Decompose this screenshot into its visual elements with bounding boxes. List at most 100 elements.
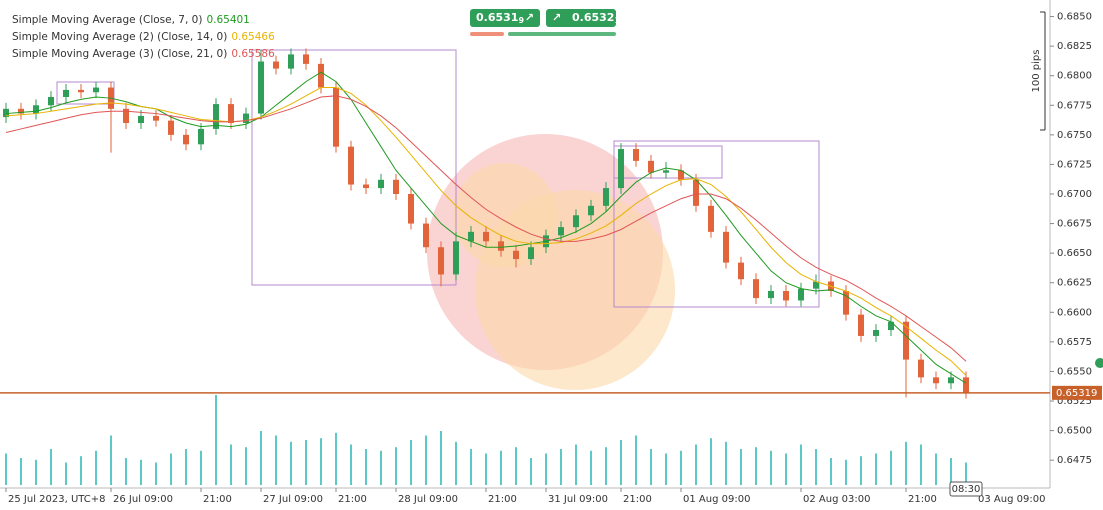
volume-bar — [320, 438, 322, 485]
candle-body — [438, 247, 444, 275]
candle-body — [918, 359, 924, 378]
candle-body — [768, 291, 774, 299]
legend-label: Simple Moving Average (Close, 7, 0) — [12, 14, 202, 26]
volume-bar — [125, 458, 127, 485]
volume-bar — [950, 458, 952, 485]
volume-bar — [710, 438, 712, 485]
volume-bar — [695, 444, 697, 485]
volume-bar — [305, 440, 307, 485]
candle-body — [903, 321, 909, 360]
crosshair-time: 08:30 — [952, 484, 981, 495]
legend-value: 0.65401 — [206, 14, 249, 26]
y-tick-label: 0.6575 — [1057, 337, 1092, 348]
volume-bar — [95, 450, 97, 485]
candle-body — [363, 184, 369, 189]
volume-bar — [830, 458, 832, 485]
sell-button[interactable]: 0.65319 ↗ — [470, 9, 540, 27]
buy-indicator — [508, 32, 616, 36]
candle-body — [138, 115, 144, 124]
volume-bar — [275, 435, 277, 485]
current-price-box — [1052, 385, 1102, 400]
candle-body — [618, 149, 624, 189]
candle-body — [3, 108, 9, 118]
candle-body — [648, 160, 654, 173]
y-tick-label: 0.6675 — [1057, 219, 1092, 230]
buy-price: 0.6532 — [572, 11, 615, 24]
volume-bar — [185, 449, 187, 485]
volume-bar — [410, 440, 412, 485]
volume-bar — [335, 432, 337, 485]
volume-bar — [485, 453, 487, 485]
candle-body — [123, 108, 129, 124]
volume-bar — [770, 450, 772, 485]
candle-body — [378, 179, 384, 189]
candle-body — [408, 194, 414, 224]
ma-line — [5, 87, 967, 376]
volume-bar — [905, 441, 907, 485]
volume-bar — [365, 449, 367, 485]
y-tick-label: 0.6700 — [1057, 189, 1092, 200]
legend-label: Simple Moving Average (3) (Close, 21, 0) — [12, 48, 227, 60]
sell-indicator — [470, 32, 504, 36]
candle-body — [753, 279, 759, 299]
volume-bar — [65, 462, 67, 485]
candle-body — [333, 87, 339, 147]
volume-bar — [575, 444, 577, 485]
x-tick-label: 21:00 — [908, 494, 937, 505]
candle-body — [93, 87, 99, 93]
candle-body — [423, 223, 429, 248]
candle-body — [633, 149, 639, 161]
volume-bar — [650, 449, 652, 485]
buy-button[interactable]: ↗ 0.65321 — [546, 9, 620, 27]
volume-bar — [380, 450, 382, 485]
volume-bar — [590, 450, 592, 485]
volume-bar — [350, 444, 352, 485]
x-tick-label: 21:00 — [338, 494, 367, 505]
legend-value: 0.65586 — [231, 48, 275, 60]
candle-body — [348, 146, 354, 185]
candle-body — [558, 227, 564, 236]
candle-body — [498, 241, 504, 251]
y-tick-label: 0.6525 — [1057, 396, 1092, 407]
candle-body — [738, 262, 744, 280]
volume-bar — [605, 447, 607, 485]
candle-body — [873, 330, 879, 336]
volume-bar — [290, 441, 292, 485]
candle-body — [153, 115, 159, 121]
candle-body — [858, 314, 864, 336]
volume-bar — [425, 435, 427, 485]
candle-body — [228, 104, 234, 124]
y-tick-label: 0.6825 — [1057, 41, 1092, 52]
x-tick-label: 01 Aug 09:00 — [683, 494, 750, 505]
y-tick-label: 0.6475 — [1057, 455, 1092, 466]
volume-bar — [155, 462, 157, 485]
y-tick-label: 0.6725 — [1057, 159, 1092, 170]
legend-label: Simple Moving Average (2) (Close, 14, 0) — [12, 31, 227, 43]
volume-bar — [740, 449, 742, 485]
x-tick-label: 02 Aug 03:00 — [803, 494, 870, 505]
x-tick-label: 21:00 — [623, 494, 652, 505]
candle-body — [318, 63, 324, 88]
x-tick-label: 25 Jul 2023, UTC+8 — [8, 494, 106, 505]
candle-body — [483, 231, 489, 242]
volume-bar — [440, 431, 442, 485]
candle-body — [213, 104, 219, 129]
volume-bar — [560, 449, 562, 485]
y-tick-label: 0.6850 — [1057, 12, 1092, 23]
ma-line — [5, 95, 967, 362]
x-tick-label: 21:00 — [488, 494, 517, 505]
crosshair-time-box — [949, 481, 983, 497]
candle-body — [783, 291, 789, 301]
volume-bar — [815, 449, 817, 485]
y-tick-label: 0.6500 — [1057, 426, 1092, 437]
y-tick-label: 0.6650 — [1057, 248, 1092, 259]
candle-body — [303, 54, 309, 64]
buy-pip: 1 — [614, 16, 621, 25]
volume-bar — [500, 450, 502, 485]
candle-body — [33, 105, 39, 114]
volume-bar — [845, 459, 847, 485]
candle-body — [48, 97, 54, 106]
volume-bar — [635, 435, 637, 485]
y-tick-label: 0.6775 — [1057, 100, 1092, 111]
